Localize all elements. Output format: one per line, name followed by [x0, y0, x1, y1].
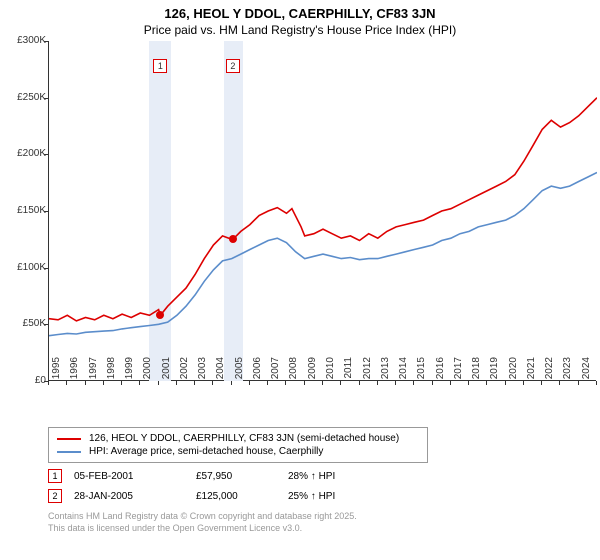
footer-text: Contains HM Land Registry data © Crown c…	[48, 511, 600, 534]
x-axis-label: 2003	[197, 357, 208, 387]
y-axis-label: £150K	[6, 205, 46, 216]
x-tick	[541, 381, 542, 385]
x-axis-label: 2020	[508, 357, 519, 387]
sale-price: £125,000	[196, 491, 276, 502]
x-axis-label: 2017	[453, 357, 464, 387]
legend-label: 126, HEOL Y DDOL, CAERPHILLY, CF83 3JN (…	[89, 433, 399, 444]
x-tick	[231, 381, 232, 385]
y-axis-label: £0	[6, 375, 46, 386]
x-axis-label: 2023	[562, 357, 573, 387]
x-axis-label: 1997	[88, 357, 99, 387]
x-tick	[158, 381, 159, 385]
x-tick	[103, 381, 104, 385]
x-axis-label: 1998	[106, 357, 117, 387]
x-axis-label: 2000	[142, 357, 153, 387]
x-tick	[176, 381, 177, 385]
sale-price: £57,950	[196, 471, 276, 482]
x-tick	[413, 381, 414, 385]
x-axis-label: 1999	[124, 357, 135, 387]
x-tick	[432, 381, 433, 385]
chart-title: 126, HEOL Y DDOL, CAERPHILLY, CF83 3JN	[0, 0, 600, 21]
x-axis-label: 2019	[489, 357, 500, 387]
x-tick	[267, 381, 268, 385]
x-axis-label: 2011	[343, 357, 354, 387]
legend-swatch	[57, 438, 81, 440]
x-tick	[66, 381, 67, 385]
x-tick	[450, 381, 451, 385]
x-axis-label: 2007	[270, 357, 281, 387]
x-axis-label: 2010	[325, 357, 336, 387]
x-tick	[559, 381, 560, 385]
x-tick	[48, 381, 49, 385]
footer-line-1: Contains HM Land Registry data © Crown c…	[48, 511, 600, 523]
sale-date: 28-JAN-2005	[74, 491, 184, 502]
footer-line-2: This data is licensed under the Open Gov…	[48, 523, 600, 535]
x-tick	[322, 381, 323, 385]
x-tick	[468, 381, 469, 385]
y-axis-label: £200K	[6, 148, 46, 159]
x-tick	[194, 381, 195, 385]
x-tick	[121, 381, 122, 385]
x-axis-label: 2012	[362, 357, 373, 387]
legend: 126, HEOL Y DDOL, CAERPHILLY, CF83 3JN (…	[48, 427, 428, 463]
x-tick	[377, 381, 378, 385]
sale-date: 05-FEB-2001	[74, 471, 184, 482]
sale-row-marker: 1	[48, 469, 62, 483]
x-axis-label: 1995	[51, 357, 62, 387]
y-axis-label: £50K	[6, 318, 46, 329]
chart-area: 12 £0£50K£100K£150K£200K£250K£300K199519…	[30, 41, 600, 421]
legend-swatch	[57, 451, 81, 453]
y-axis-label: £100K	[6, 262, 46, 273]
x-axis-label: 2009	[307, 357, 318, 387]
x-axis-label: 2022	[544, 357, 555, 387]
x-tick	[212, 381, 213, 385]
x-tick	[359, 381, 360, 385]
sale-row: 2 28-JAN-2005 £125,000 25% ↑ HPI	[48, 489, 600, 503]
x-tick	[486, 381, 487, 385]
y-axis-label: £300K	[6, 35, 46, 46]
x-axis-label: 2015	[416, 357, 427, 387]
x-tick	[249, 381, 250, 385]
legend-item: HPI: Average price, semi-detached house,…	[57, 445, 419, 458]
x-axis-label: 2004	[215, 357, 226, 387]
x-axis-label: 2006	[252, 357, 263, 387]
x-axis-label: 2002	[179, 357, 190, 387]
sale-pct: 28% ↑ HPI	[288, 471, 335, 482]
x-tick	[578, 381, 579, 385]
x-axis-label: 2014	[398, 357, 409, 387]
x-axis-label: 2005	[234, 357, 245, 387]
x-tick	[304, 381, 305, 385]
sale-row-marker: 2	[48, 489, 62, 503]
x-axis-label: 2001	[161, 357, 172, 387]
x-tick	[340, 381, 341, 385]
x-axis-label: 2018	[471, 357, 482, 387]
x-tick	[505, 381, 506, 385]
x-axis-label: 2008	[288, 357, 299, 387]
x-tick	[139, 381, 140, 385]
sale-pct: 25% ↑ HPI	[288, 491, 335, 502]
x-tick	[596, 381, 597, 385]
sale-row: 1 05-FEB-2001 £57,950 28% ↑ HPI	[48, 469, 600, 483]
x-axis-label: 2013	[380, 357, 391, 387]
legend-item: 126, HEOL Y DDOL, CAERPHILLY, CF83 3JN (…	[57, 432, 419, 445]
chart-subtitle: Price paid vs. HM Land Registry's House …	[0, 21, 600, 41]
x-tick	[395, 381, 396, 385]
x-axis-label: 1996	[69, 357, 80, 387]
x-axis-label: 2016	[435, 357, 446, 387]
x-tick	[523, 381, 524, 385]
legend-label: HPI: Average price, semi-detached house,…	[89, 446, 323, 457]
x-tick	[285, 381, 286, 385]
x-axis-label: 2021	[526, 357, 537, 387]
y-axis-label: £250K	[6, 92, 46, 103]
x-tick	[85, 381, 86, 385]
x-axis-label: 2024	[581, 357, 592, 387]
